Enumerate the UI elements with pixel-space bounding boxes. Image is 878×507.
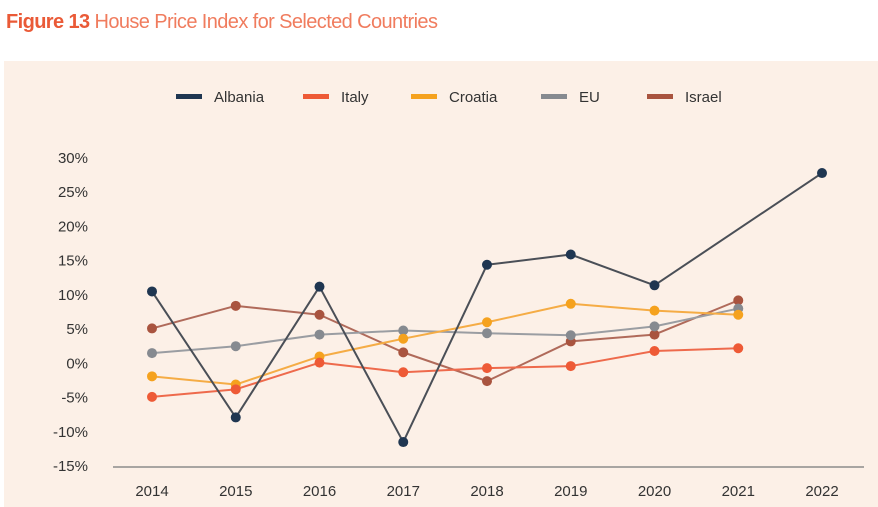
data-point-albania-2015 <box>230 412 241 423</box>
y-tick-label: 5% <box>66 321 88 338</box>
figure-title-text: House Price Index for Selected Countries <box>94 11 438 33</box>
x-tick-label: 2020 <box>638 483 671 500</box>
legend-swatch <box>541 94 567 99</box>
figure-number: Figure 13 <box>6 11 90 33</box>
series-line-italy <box>151 347 739 398</box>
data-point-croatia-2021 <box>733 309 744 320</box>
data-point-croatia-2017 <box>398 333 409 344</box>
data-point-israel-2021 <box>733 295 744 306</box>
y-tick-label: 15% <box>58 253 88 270</box>
data-point-italy-2018 <box>482 363 492 374</box>
data-point-israel-2018 <box>482 376 492 387</box>
legend-swatch <box>303 94 329 99</box>
data-point-albania-2017 <box>398 437 409 448</box>
y-tick-label: -5% <box>61 390 88 407</box>
data-point-albania-2019 <box>565 249 576 260</box>
data-point-albania-2018 <box>482 259 492 270</box>
series-line-israel <box>151 299 739 383</box>
x-tick-label: 2019 <box>554 483 587 500</box>
data-point-italy-2021 <box>733 343 744 354</box>
y-tick-label: -15% <box>53 458 88 475</box>
legend-swatch <box>176 94 202 99</box>
x-tick-label: 2015 <box>219 483 252 500</box>
data-point-albania-2020 <box>649 280 660 291</box>
x-tick-label: 2021 <box>722 483 755 500</box>
data-point-eu-2019 <box>565 330 576 341</box>
series-line-albania <box>151 172 823 444</box>
y-tick-label: 30% <box>58 150 88 167</box>
y-tick-label: 0% <box>66 355 88 372</box>
chart-panel <box>4 61 878 507</box>
legend-swatch <box>647 94 673 99</box>
x-tick-label: 2018 <box>470 483 503 500</box>
legend-label: Croatia <box>449 89 498 106</box>
data-point-italy-2014 <box>147 391 157 402</box>
data-point-croatia-2018 <box>482 317 492 328</box>
y-axis-tick-labels: 30% 25% 20% 15% 10% 5% 0% -5% -10% -15% <box>53 150 88 475</box>
data-point-israel-2014 <box>147 323 157 334</box>
legend-item-croatia: Croatia <box>411 89 498 106</box>
data-point-israel-2020 <box>649 329 660 340</box>
data-point-albania-2022 <box>817 168 827 179</box>
series-line-eu <box>151 307 739 355</box>
data-point-eu-2017 <box>398 325 409 336</box>
x-tick-label: 2014 <box>135 483 168 500</box>
data-point-eu-2018 <box>482 328 492 339</box>
data-point-eu-2016 <box>314 329 325 340</box>
x-tick-label: 2016 <box>303 483 336 500</box>
data-point-croatia-2014 <box>147 371 157 382</box>
data-point-israel-2017 <box>398 347 409 358</box>
legend-item-israel: Israel <box>647 89 722 106</box>
data-point-eu-2020 <box>649 321 660 332</box>
legend: Albania Italy Croatia EU Israel <box>176 89 722 106</box>
data-point-israel-2016 <box>314 309 325 320</box>
data-point-italy-2017 <box>398 367 409 378</box>
series-lines <box>151 172 823 444</box>
x-axis-tick-labels: 2014 2015 2016 2017 2018 2019 2020 2021 2022 <box>135 483 838 500</box>
x-tick-label: 2022 <box>805 483 838 500</box>
y-tick-label: 20% <box>58 218 88 235</box>
y-tick-label: -10% <box>53 424 88 441</box>
data-point-croatia-2020 <box>649 305 660 316</box>
data-point-italy-2016 <box>314 357 325 368</box>
data-point-croatia-2019 <box>565 298 576 309</box>
data-point-italy-2015 <box>230 384 241 395</box>
legend-item-eu: EU <box>541 89 600 106</box>
y-tick-label: 25% <box>58 184 88 201</box>
legend-item-albania: Albania <box>176 89 265 106</box>
legend-label: Israel <box>685 89 722 106</box>
figure-title: Figure 13 House Price Index for Selected… <box>6 11 438 34</box>
legend-label: EU <box>579 89 600 106</box>
legend-item-italy: Italy <box>303 89 369 106</box>
legend-label: Italy <box>341 89 369 106</box>
series-line-croatia <box>151 302 739 386</box>
legend-label: Albania <box>214 89 265 106</box>
y-tick-label: 10% <box>58 287 88 304</box>
data-point-eu-2014 <box>147 348 157 359</box>
data-point-israel-2015 <box>230 300 241 311</box>
legend-swatch <box>411 94 437 99</box>
data-point-eu-2015 <box>230 341 241 352</box>
series-points <box>147 168 827 448</box>
x-tick-label: 2017 <box>387 483 420 500</box>
data-point-italy-2019 <box>565 361 576 372</box>
data-point-albania-2014 <box>147 286 157 297</box>
data-point-albania-2016 <box>314 281 325 292</box>
data-point-italy-2020 <box>649 346 660 357</box>
